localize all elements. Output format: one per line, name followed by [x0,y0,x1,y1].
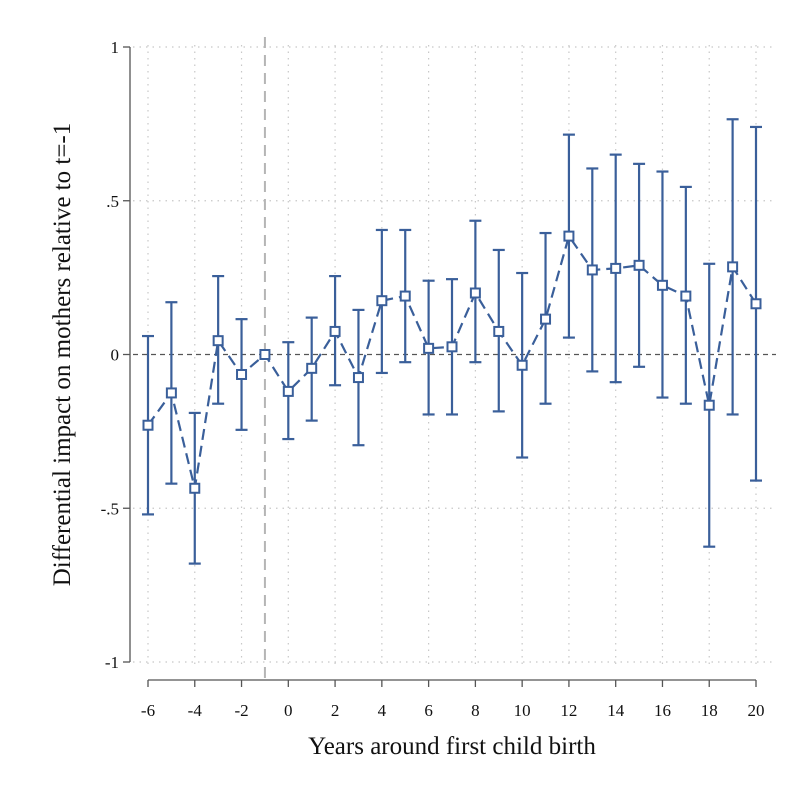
data-point-marker [376,295,388,307]
x-tick-label: 18 [701,701,718,720]
x-axis-title: Years around first child birth [308,733,596,760]
data-point-marker [189,482,201,494]
data-point-marker [540,313,552,325]
y-axis-title: Differential impact on mothers relative … [49,123,76,587]
data-point-marker [329,325,341,337]
reference-lines [133,37,776,680]
data-point-marker [142,419,154,431]
x-tick-label: 20 [748,701,765,720]
data-point-marker [610,262,622,274]
x-tick-label: 2 [331,701,340,720]
x-tick-label: 16 [654,701,671,720]
data-point-marker [352,372,364,384]
x-tick-label: -6 [141,701,155,720]
data-point-marker [212,335,224,347]
x-tick-label: 6 [424,701,433,720]
data-point-marker [727,261,739,273]
x-tick-label: 12 [560,701,577,720]
y-tick-label: -1 [105,653,119,672]
x-tick-label: 10 [514,701,531,720]
y-tick-label: 0 [111,346,120,365]
x-tick-label: 0 [284,701,293,720]
data-point-marker [423,342,435,354]
data-point-marker [586,264,598,276]
data-point-marker [446,341,458,353]
data-point-marker [165,387,177,399]
y-tick-label: .5 [106,192,119,211]
markers [142,230,762,494]
x-tick-label: 8 [471,701,480,720]
x-tick-label: -2 [234,701,248,720]
x-tick-label: 14 [607,701,625,720]
x-ticks: -6 -4 -2 0 2 4 6 8 10 12 14 16 18 20 [141,680,765,720]
data-point-marker [750,298,762,310]
y-tick-label: 1 [111,38,120,57]
y-tick-label: -.5 [101,499,119,518]
data-point-marker [516,359,528,371]
data-point-marker [633,259,645,271]
y-ticks: 1 .5 0 -.5 -1 [101,38,130,672]
data-point-marker [306,362,318,374]
data-point-marker [236,368,248,380]
data-point-marker [563,230,575,242]
data-point-marker [656,279,668,291]
data-point-marker [469,287,481,299]
data-point-marker [493,325,505,337]
x-tick-label: 4 [378,701,387,720]
data-point-marker [399,290,411,302]
data-point-marker [259,349,271,360]
x-tick-label: -4 [188,701,203,720]
data-point-marker [680,290,692,302]
data-point-marker [703,399,715,411]
data-point-marker [282,385,294,397]
